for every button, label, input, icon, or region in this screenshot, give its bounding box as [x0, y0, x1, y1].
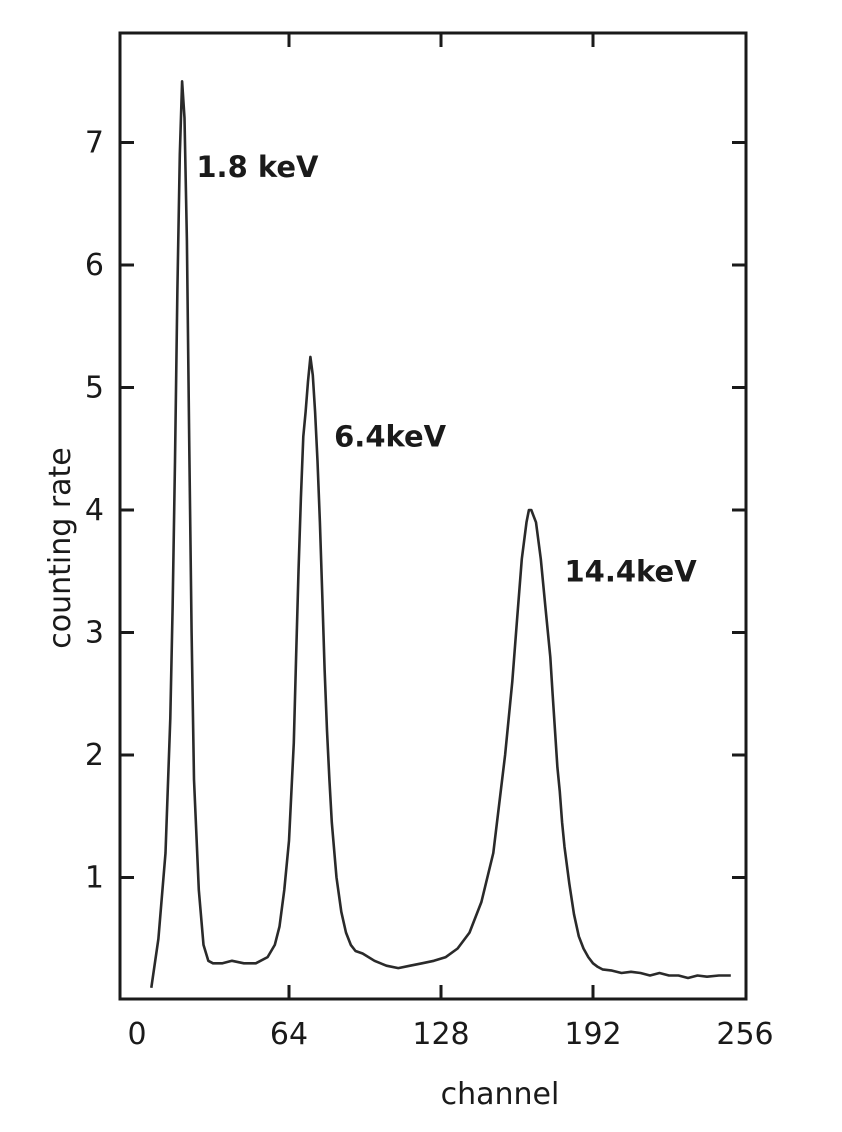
y-tick-label: 5 — [85, 371, 104, 406]
x-axis: 0 64 128 192 256 — [127, 33, 774, 1052]
y-axis: 1 2 3 4 5 6 7 — [85, 126, 746, 896]
x-tick-label: 192 — [564, 1017, 621, 1052]
y-axis-label: counting rate — [43, 447, 78, 649]
x-tick-label: 256 — [716, 1017, 773, 1052]
y-tick-label: 6 — [85, 248, 104, 283]
y-tick-label: 2 — [85, 738, 104, 773]
x-tick-label: 128 — [412, 1017, 469, 1052]
x-tick-label: 64 — [270, 1017, 308, 1052]
x-axis-label: channel — [441, 1077, 560, 1112]
peak-label: 14.4keV — [565, 554, 698, 588]
peak-label: 6.4keV — [334, 420, 447, 454]
y-tick-label: 7 — [85, 126, 104, 161]
series-line — [150, 80, 731, 988]
plot-frame — [118, 31, 748, 1001]
x-tick-label: 0 — [127, 1017, 146, 1052]
y-tick-label: 1 — [85, 861, 104, 896]
y-tick-label: 4 — [85, 493, 104, 528]
y-tick-label: 3 — [85, 616, 104, 651]
peak-label: 1.8 keV — [196, 150, 319, 184]
peak-annotations: 1.8 keV 6.4keV 14.4keV — [196, 150, 697, 588]
